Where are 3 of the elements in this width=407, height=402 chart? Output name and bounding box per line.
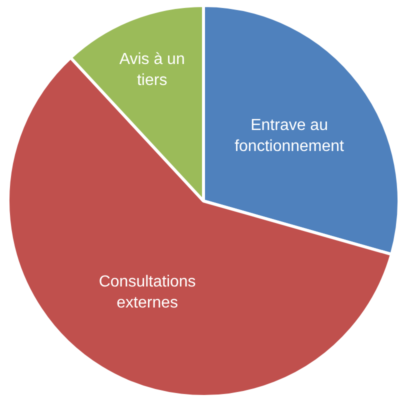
slice-label: Consultations externes — [98, 274, 196, 312]
slice-label: Entrave au fonctionnement — [234, 117, 345, 156]
slice-label: Avis à un tiers — [119, 50, 185, 89]
